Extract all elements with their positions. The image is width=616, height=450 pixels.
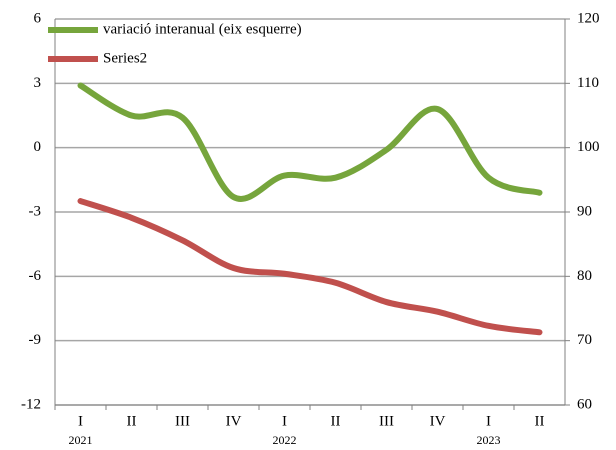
x-tick-label: I <box>282 413 287 429</box>
x-tick-label: II <box>535 413 545 429</box>
x-tick-label: III <box>379 413 394 429</box>
y2-tick-label: 70 <box>577 332 592 348</box>
year-label: 2021 <box>69 433 93 447</box>
y-tick-label: -9 <box>29 332 42 348</box>
y-tick-label: 3 <box>34 75 42 91</box>
x-tick-label: III <box>175 413 190 429</box>
x-tick-label: I <box>78 413 83 429</box>
y2-tick-label: 60 <box>577 396 592 412</box>
y-tick-label: -3 <box>29 203 42 219</box>
series-line <box>77 82 543 202</box>
x-tick-label: IV <box>226 413 242 429</box>
y-tick-label: 0 <box>34 139 42 155</box>
y2-tick-label: 100 <box>577 139 600 155</box>
y-tick-label: 6 <box>34 10 42 26</box>
year-label: 2022 <box>273 433 297 447</box>
x-tick-label: II <box>331 413 341 429</box>
y2-tick-label: 110 <box>577 75 599 91</box>
series-line <box>77 198 543 336</box>
year-label: 2023 <box>477 433 501 447</box>
y2-tick-label: 90 <box>577 203 592 219</box>
x-tick-label: II <box>127 413 137 429</box>
x-tick-label: I <box>486 413 491 429</box>
y2-tick-label: 80 <box>577 268 592 284</box>
y2-tick-label: 120 <box>577 10 600 26</box>
x-tick-label: IV <box>430 413 446 429</box>
y-tick-label: -12 <box>21 396 41 412</box>
legend-label: variació interanual (eix esquerre) <box>103 21 302 37</box>
legend-label: Series2 <box>103 50 147 66</box>
y-tick-label: -6 <box>29 268 42 284</box>
